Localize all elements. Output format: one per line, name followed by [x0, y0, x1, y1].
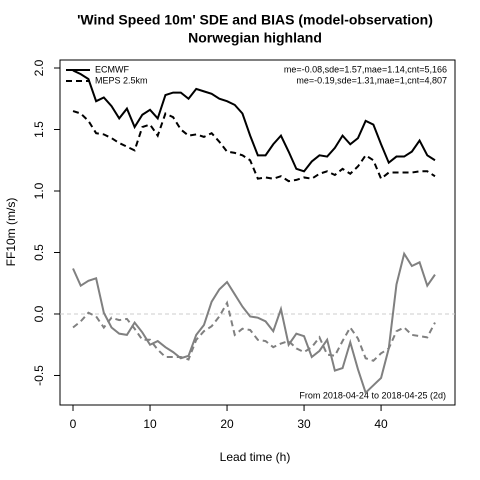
y-axis-label: FF10m (m/s): [4, 198, 18, 267]
y-tick-label: 2.0: [32, 59, 46, 76]
y-tick-label: 0.0: [32, 305, 46, 322]
plot-frame: [59, 59, 456, 406]
y-tick-label: 1.0: [32, 182, 46, 199]
x-axis-label: Lead time (h): [220, 450, 291, 464]
bias-line: [72, 300, 436, 362]
x-tick-label: 30: [297, 417, 311, 431]
series-stats: me=-0.19,sde=1.31,mae=1,cnt=4,807: [296, 75, 447, 85]
legend-label: ECMWF: [95, 64, 129, 74]
y-tick-label: 1.5: [32, 121, 46, 138]
legend-label: MEPS 2.5km: [95, 75, 148, 85]
series-stats: me=-0.08,sde=1.57,mae=1.14,cnt=5,166: [284, 64, 447, 74]
annotation: From 2018-04-24 to 2018-04-25 (2d): [299, 390, 446, 400]
bias-line: [72, 251, 436, 395]
x-tick-label: 0: [70, 417, 77, 431]
x-tick-label: 20: [220, 417, 234, 431]
sde-line: [72, 69, 436, 173]
x-tick-label: 10: [143, 417, 157, 431]
y-tick-label: 0.5: [32, 244, 46, 261]
chart-title: 'Wind Speed 10m' SDE and BIAS (model-obs…: [77, 12, 433, 28]
chart-subtitle: Norwegian highland: [188, 30, 322, 46]
sde-line: [72, 110, 436, 183]
x-tick-label: 40: [374, 417, 388, 431]
y-tick-label: -0.5: [32, 365, 46, 386]
